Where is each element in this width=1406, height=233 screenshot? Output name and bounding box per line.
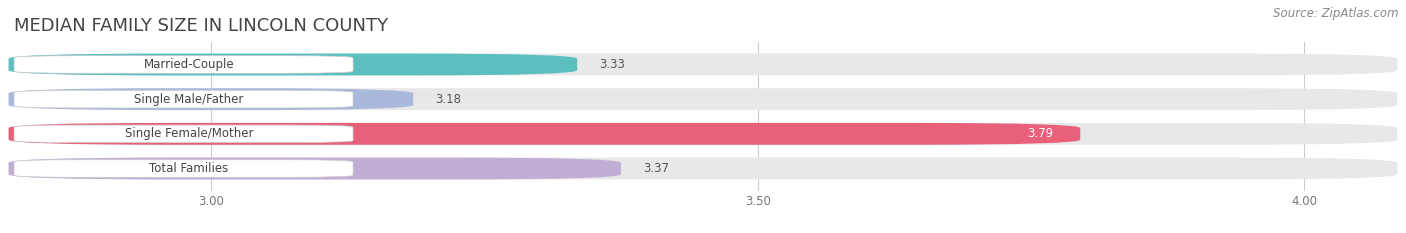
- Text: Single Male/Father: Single Male/Father: [135, 93, 243, 106]
- FancyBboxPatch shape: [14, 56, 353, 73]
- Text: Married-Couple: Married-Couple: [143, 58, 235, 71]
- Text: 3.37: 3.37: [643, 162, 669, 175]
- FancyBboxPatch shape: [8, 123, 1080, 145]
- FancyBboxPatch shape: [8, 158, 1398, 179]
- FancyBboxPatch shape: [8, 54, 1398, 75]
- FancyBboxPatch shape: [8, 54, 578, 75]
- Text: 3.79: 3.79: [1026, 127, 1053, 140]
- FancyBboxPatch shape: [8, 88, 413, 110]
- FancyBboxPatch shape: [8, 123, 1398, 145]
- FancyBboxPatch shape: [8, 88, 1398, 110]
- FancyBboxPatch shape: [14, 90, 353, 108]
- Text: MEDIAN FAMILY SIZE IN LINCOLN COUNTY: MEDIAN FAMILY SIZE IN LINCOLN COUNTY: [14, 17, 388, 35]
- Text: Source: ZipAtlas.com: Source: ZipAtlas.com: [1274, 7, 1399, 20]
- FancyBboxPatch shape: [14, 125, 353, 143]
- Text: Total Families: Total Families: [149, 162, 229, 175]
- FancyBboxPatch shape: [14, 160, 353, 177]
- Text: Single Female/Mother: Single Female/Mother: [125, 127, 253, 140]
- Text: 3.18: 3.18: [434, 93, 461, 106]
- Text: 3.33: 3.33: [599, 58, 626, 71]
- FancyBboxPatch shape: [8, 158, 621, 179]
